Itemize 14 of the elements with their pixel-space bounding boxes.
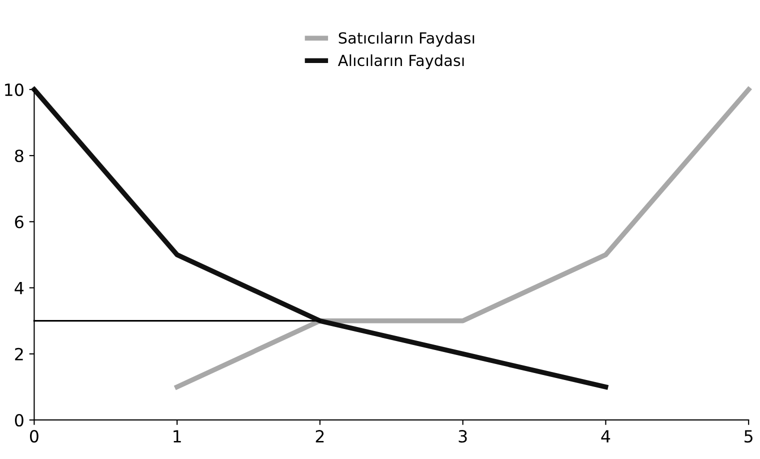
x-tick-label: 2 bbox=[316, 430, 324, 442]
legend-label: Satıcıların Faydası bbox=[338, 32, 474, 47]
x-tick-label: 0 bbox=[30, 430, 38, 443]
x-tick-label: 3 bbox=[458, 430, 467, 443]
x-tick-label: 4 bbox=[601, 430, 610, 442]
legend-label: Alıcıların Faydası bbox=[338, 54, 464, 70]
y-tick-label: 6 bbox=[15, 216, 24, 228]
y-tick-label: 2 bbox=[15, 348, 23, 360]
y-tick-label: 10 bbox=[5, 83, 24, 96]
x-tick-label: 1 bbox=[174, 430, 181, 442]
y-tick-label: 8 bbox=[15, 150, 24, 162]
y-tick-label: 4 bbox=[14, 282, 24, 294]
y-tick-label: 0 bbox=[14, 414, 24, 427]
x-tick-label: 5 bbox=[744, 430, 752, 443]
